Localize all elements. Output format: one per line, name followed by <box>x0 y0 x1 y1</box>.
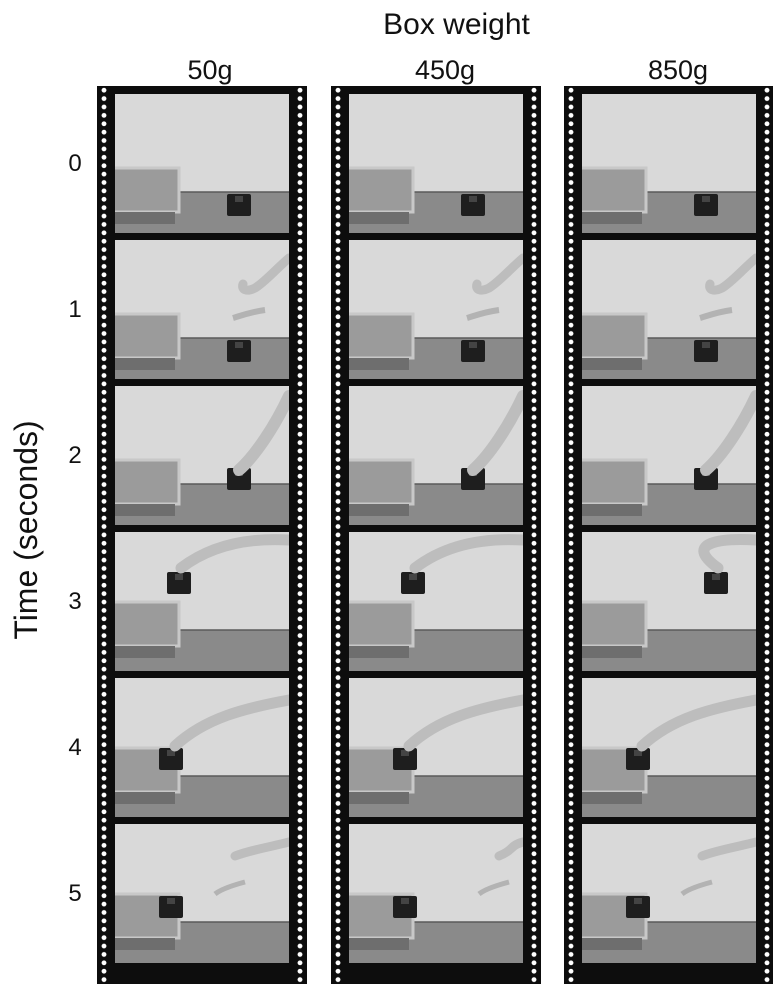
film-perforations <box>530 86 538 984</box>
column-label-850g: 850g <box>647 55 709 85</box>
video-frame <box>115 824 289 963</box>
column-label-50g: 50g <box>187 55 233 85</box>
video-frame <box>582 386 756 525</box>
film-perforations <box>100 86 108 984</box>
video-frame <box>349 532 523 671</box>
row-label-2: 2 <box>68 442 82 469</box>
video-frame <box>582 678 756 817</box>
video-frame <box>349 386 523 525</box>
video-frame <box>115 240 289 379</box>
video-frame <box>115 532 289 671</box>
film-strip <box>564 86 773 984</box>
video-frame <box>582 240 756 379</box>
video-frame <box>349 824 523 963</box>
row-label-3: 3 <box>68 588 82 615</box>
video-frame <box>115 386 289 525</box>
column-label-450g: 450g <box>414 55 476 85</box>
video-frame <box>582 824 756 963</box>
film-perforations <box>567 86 575 984</box>
y-axis-title: Time (seconds) <box>8 420 44 640</box>
video-frame <box>582 94 756 233</box>
video-frame <box>349 240 523 379</box>
film-perforations <box>296 86 304 984</box>
film-strip <box>331 86 541 984</box>
film-perforations <box>334 86 342 984</box>
video-frame <box>349 94 523 233</box>
film-strip <box>97 86 307 984</box>
video-frame <box>582 532 756 671</box>
film-perforations <box>763 86 771 984</box>
row-label-4: 4 <box>68 734 82 761</box>
video-frame <box>349 678 523 817</box>
header-title: Box weight <box>383 8 530 41</box>
video-frame <box>115 678 289 817</box>
row-label-5: 5 <box>68 880 82 907</box>
row-label-0: 0 <box>68 150 82 177</box>
video-frame <box>115 94 289 233</box>
row-label-1: 1 <box>68 296 82 323</box>
